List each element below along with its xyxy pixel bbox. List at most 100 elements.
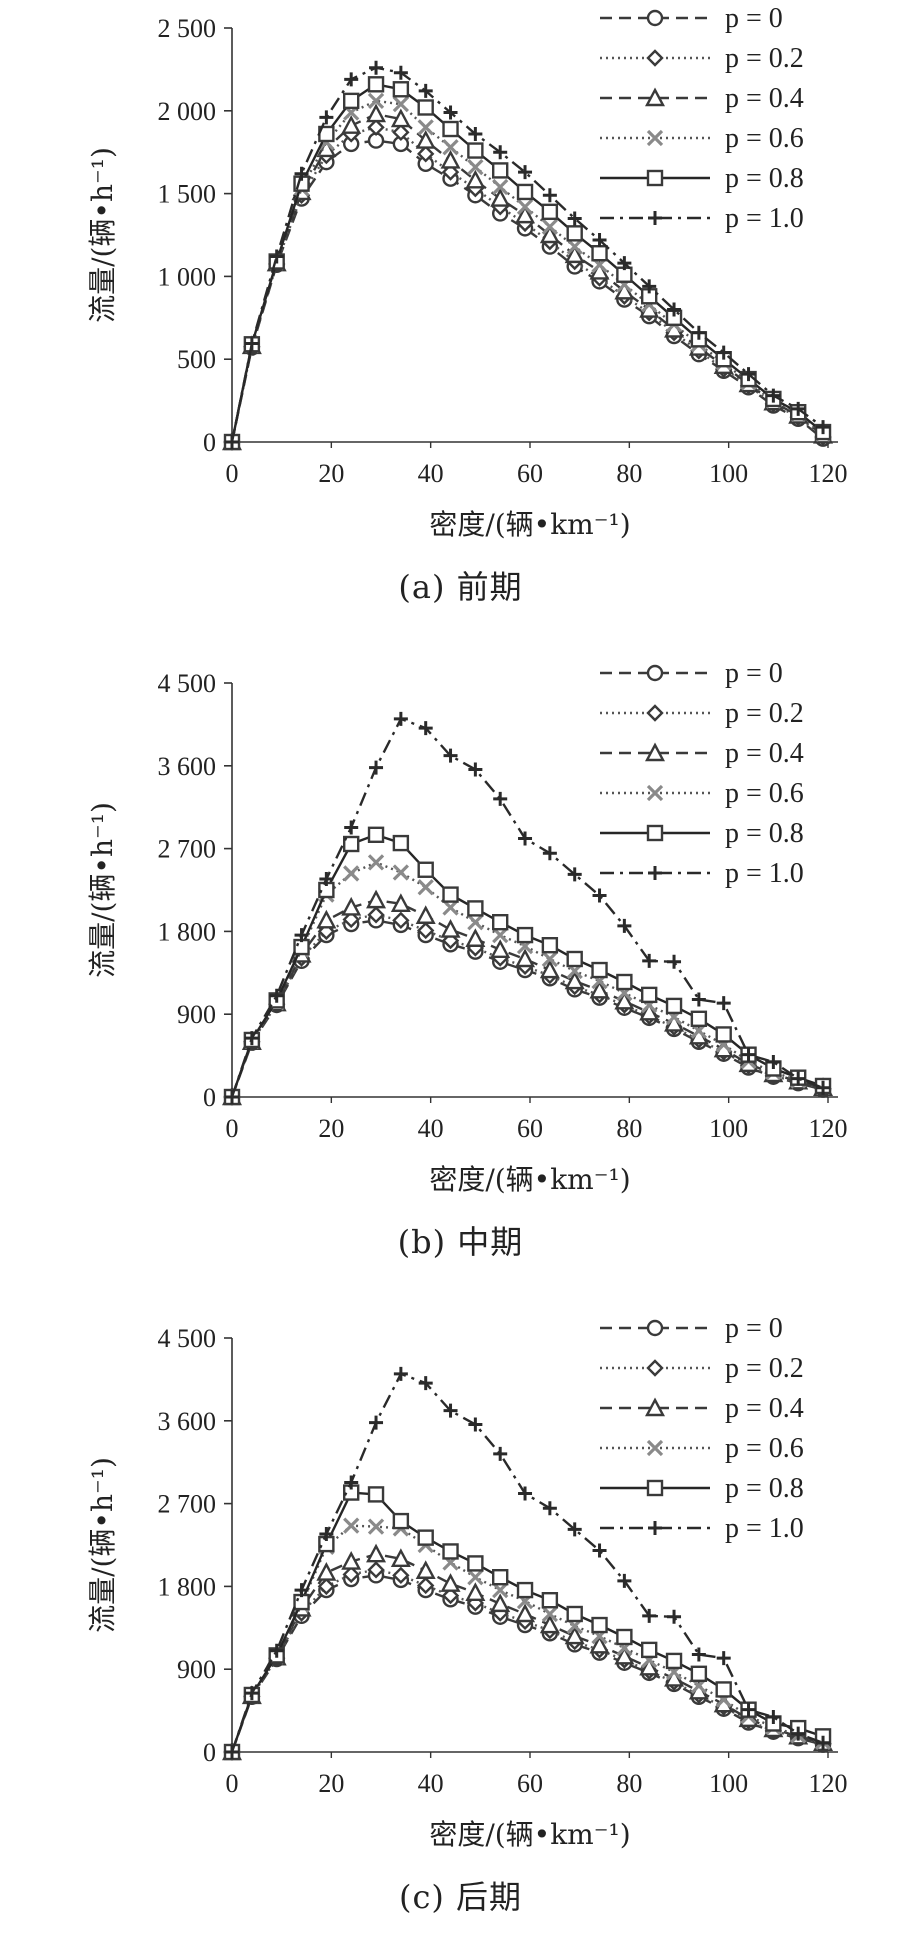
x-tick-label: 120 — [809, 1769, 848, 1798]
data-point — [766, 1055, 781, 1070]
legend-marker — [646, 169, 664, 187]
y-tick-label: 500 — [177, 345, 216, 374]
data-point — [492, 162, 509, 179]
data-point — [269, 1643, 284, 1658]
x-tick-label: 100 — [709, 459, 748, 488]
data-point — [492, 914, 509, 931]
series-line — [230, 1372, 824, 1753]
data-point — [367, 826, 385, 844]
x-tick-label: 0 — [226, 459, 239, 488]
data-point — [667, 1609, 682, 1624]
data-point — [294, 1583, 309, 1598]
data-point — [541, 950, 558, 968]
data-point — [269, 249, 284, 264]
x-axis-title: 密度/(辆•km⁻¹) — [429, 1818, 630, 1851]
data-point — [741, 1702, 756, 1717]
data-point — [492, 926, 509, 944]
data-point — [440, 1573, 461, 1592]
series-5 — [225, 60, 831, 449]
legend-label: p = 0.4 — [725, 1393, 804, 1424]
data-point — [344, 72, 359, 87]
data-point — [542, 846, 557, 861]
data-point — [418, 83, 433, 98]
x-tick-label: 80 — [616, 1769, 642, 1798]
data-point — [518, 165, 533, 180]
legend-label: p = 0.6 — [725, 1433, 804, 1464]
data-point — [566, 238, 583, 255]
data-point — [741, 1047, 756, 1062]
data-point — [319, 110, 334, 125]
data-point — [417, 879, 434, 896]
x-tick-label: 40 — [418, 459, 444, 488]
data-point — [715, 1026, 732, 1043]
data-point — [741, 367, 756, 382]
x-tick-label: 60 — [517, 459, 543, 488]
y-tick-label: 3 600 — [158, 752, 217, 781]
legend-label: p = 0.8 — [725, 163, 804, 194]
chart-svg-b: 0 900 1 800 2 700 3 600 4 500 0 20 40 60 80 100 120 密… — [86, 658, 848, 1196]
y-tick-label: 1 000 — [158, 262, 217, 291]
data-point — [316, 909, 337, 929]
data-point — [791, 401, 806, 416]
data-point — [442, 139, 459, 156]
data-point — [791, 1071, 806, 1086]
data-point — [367, 76, 385, 93]
data-point — [417, 99, 434, 116]
data-point — [467, 900, 484, 917]
data-point — [641, 986, 658, 1004]
y-tick-label: 2 500 — [158, 14, 217, 43]
data-point — [516, 198, 534, 215]
data-point — [493, 145, 508, 160]
legend-label: p = 0 — [725, 1313, 783, 1344]
legend-label: p = 1.0 — [725, 203, 804, 234]
data-point — [766, 388, 781, 403]
data-point — [367, 906, 385, 924]
data-point — [244, 336, 259, 351]
data-point — [589, 979, 610, 999]
legend-marker — [646, 1439, 664, 1457]
data-point — [564, 970, 585, 990]
data-point — [592, 888, 607, 903]
data-point — [367, 1518, 385, 1535]
data-point — [816, 1080, 831, 1095]
data-point — [442, 899, 459, 916]
y-tick-label: 3 600 — [158, 1407, 217, 1436]
data-point — [617, 256, 632, 271]
data-point — [616, 973, 633, 991]
data-point — [468, 762, 483, 777]
y-axis-title: 流量/(辆•h⁻¹) — [86, 147, 119, 323]
data-point — [343, 1517, 360, 1534]
data-point — [716, 1651, 731, 1666]
data-point — [493, 1446, 508, 1461]
data-point — [393, 1366, 408, 1381]
series-line — [230, 717, 824, 1098]
data-point — [642, 1608, 657, 1623]
series-4 — [223, 76, 832, 451]
data-point — [567, 1522, 582, 1537]
data-point — [415, 905, 436, 924]
legend: p = 0 p = 0.2 p = 0.4 p = 0.6 p = 0.8 p = 1.0 — [600, 1313, 804, 1544]
data-point — [390, 108, 411, 128]
data-point — [293, 938, 310, 956]
data-point — [443, 748, 458, 763]
legend-marker — [646, 664, 664, 682]
data-point — [467, 142, 484, 159]
data-point — [467, 1555, 484, 1572]
data-point — [490, 188, 511, 207]
data-point — [492, 1581, 509, 1599]
data-point — [541, 1592, 559, 1609]
data-point — [343, 835, 360, 853]
data-point — [418, 1376, 433, 1391]
data-point — [518, 1486, 533, 1501]
data-point — [442, 120, 459, 138]
data-point — [493, 791, 508, 806]
data-point — [617, 918, 632, 933]
legend-marker — [646, 129, 664, 147]
data-point — [443, 1403, 458, 1418]
y-tick-label: 4 500 — [158, 669, 217, 698]
data-point — [366, 103, 387, 123]
legend-marker — [646, 704, 664, 722]
data-point — [691, 1647, 706, 1662]
series-5 — [225, 711, 831, 1104]
x-tick-label: 20 — [318, 1769, 344, 1798]
